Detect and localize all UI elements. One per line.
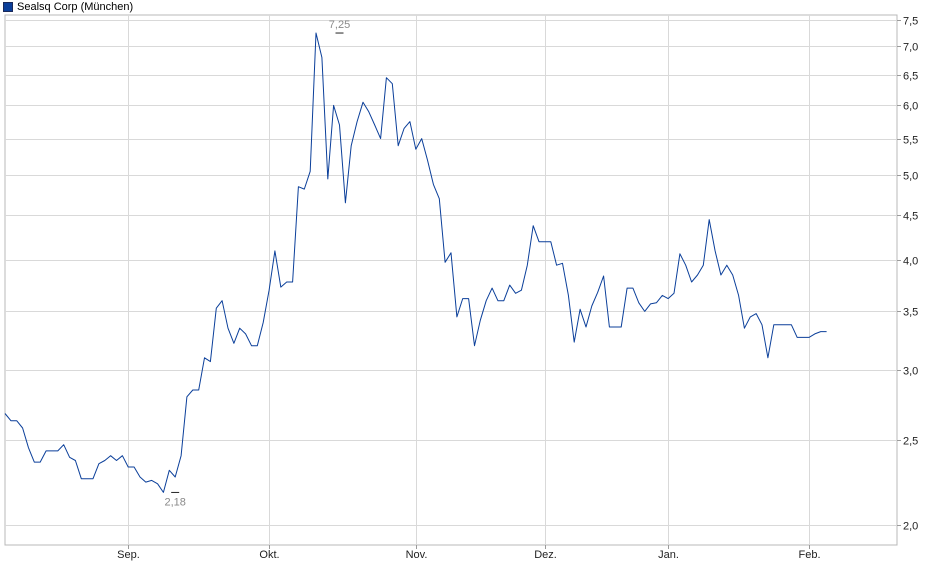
- x-tick-label: Sep.: [117, 549, 140, 561]
- x-tick-label: Feb.: [798, 549, 820, 561]
- y-tick-label: 2,5: [903, 436, 918, 448]
- legend-swatch: [3, 2, 13, 12]
- annotation-label: 7,25: [329, 19, 350, 31]
- x-tick-label: Nov.: [406, 549, 428, 561]
- y-tick-label: 3,5: [903, 307, 918, 319]
- y-tick-label: 5,5: [903, 135, 918, 147]
- y-tick-label: 3,0: [903, 366, 918, 378]
- y-tick-label: 7,0: [903, 42, 918, 54]
- y-tick-label: 2,0: [903, 521, 918, 533]
- y-tick-label: 6,5: [903, 71, 918, 83]
- x-tick-label: Okt.: [259, 549, 279, 561]
- annotation-label: 2,18: [164, 496, 185, 508]
- y-tick-label: 5,0: [903, 171, 918, 183]
- y-tick-label: 6,0: [903, 101, 918, 113]
- y-tick-label: 4,5: [903, 211, 918, 223]
- legend-label: Sealsq Corp (München): [17, 1, 134, 13]
- plot-area: [4, 14, 898, 546]
- series-line: [4, 32, 827, 493]
- y-tick-label: 4,0: [903, 256, 918, 268]
- x-tick-label: Dez.: [534, 549, 557, 561]
- legend: Sealsq Corp (München): [3, 0, 133, 14]
- y-tick-label: 7,5: [903, 16, 918, 28]
- x-tick-label: Jan.: [658, 549, 679, 561]
